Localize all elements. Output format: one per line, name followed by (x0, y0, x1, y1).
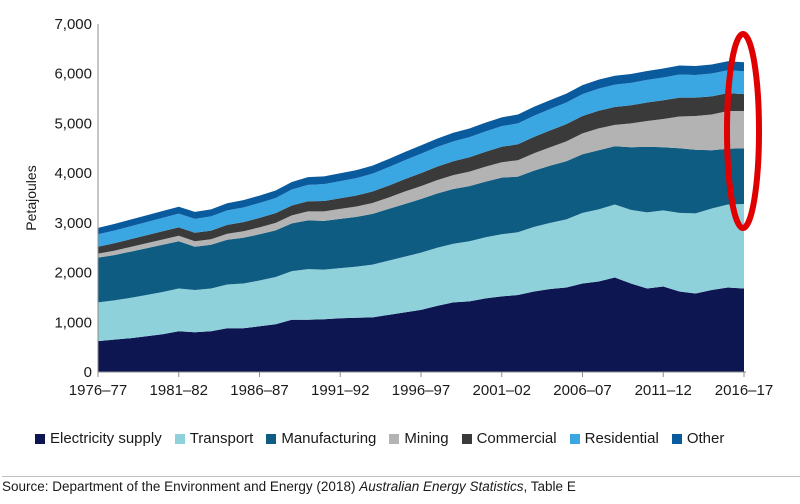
x-tick-label: 2011–12 (635, 382, 692, 399)
chart-legend: Electricity supply Transport Manufacturing… (35, 430, 724, 447)
legend-item-other: Other (671, 430, 725, 447)
legend-item-manufacturing: Manufacturing (266, 430, 376, 447)
legend-label: Other (686, 430, 725, 447)
y-tick-labels: 0 1,000 2,000 3,000 4,000 5,000 6,000 7,000 (54, 16, 92, 381)
source-title: Australian Energy Statistics (359, 479, 524, 494)
area-mining (98, 111, 744, 258)
legend-swatch (389, 433, 400, 444)
legend-item-electricity-supply: Electricity supply (35, 430, 162, 447)
x-tick-label: 1976–77 (69, 382, 127, 399)
legend-item-mining: Mining (389, 430, 449, 447)
legend-item-transport: Transport (174, 430, 254, 447)
y-tick-label: 7,000 (54, 16, 92, 33)
area-electricity-supply (98, 277, 744, 372)
legend-label: Electricity supply (50, 430, 162, 447)
x-tick-label: 1991–92 (311, 382, 369, 399)
stacked-area-chart: 0 1,000 2,000 3,000 4,000 5,000 6,000 7,000 197… (23, 16, 773, 399)
x-tick-label: 1986–87 (230, 382, 288, 399)
y-tick-label: 5,000 (54, 115, 92, 132)
y-tick-label: 1,000 (54, 314, 92, 331)
area-commercial (98, 93, 744, 254)
legend-label: Residential (584, 430, 659, 447)
x-tick-labels: 1976–77 1981–82 1986–87 1991–92 1996–97 2001–… (69, 372, 773, 399)
y-tick-label: 2,000 (54, 265, 92, 282)
source-prefix: Source: Department of the Environment an… (2, 479, 360, 494)
area-transport (98, 203, 744, 342)
highlight-ellipse (724, 31, 762, 231)
legend-item-commercial: Commercial (461, 430, 557, 447)
area-manufacturing (98, 146, 744, 303)
legend-swatch (671, 433, 682, 444)
legend-label: Commercial (476, 430, 557, 447)
area-residential (98, 70, 744, 247)
y-tick-label: 4,000 (54, 165, 92, 182)
legend-swatch (569, 433, 580, 444)
axes-group (97, 24, 746, 373)
legend-item-residential: Residential (569, 430, 659, 447)
x-tick-label: 2016–17 (715, 382, 773, 399)
legend-swatch (461, 433, 472, 444)
area-series-group (98, 61, 744, 372)
legend-swatch (174, 433, 185, 444)
y-axis-label: Petajoules (23, 165, 39, 230)
legend-label: Transport (189, 430, 254, 447)
x-tick-label: 2001–02 (473, 382, 531, 399)
y-tick-label: 0 (84, 364, 92, 381)
legend-swatch (266, 433, 277, 444)
x-tick-label: 2006–07 (553, 382, 611, 399)
legend-swatch (35, 433, 45, 444)
area-other (98, 61, 744, 235)
source-note: Source: Department of the Environment an… (2, 476, 800, 494)
y-tick-label: 6,000 (54, 66, 92, 83)
x-tick-label: 1996–97 (392, 382, 450, 399)
legend-label: Manufacturing (281, 430, 377, 447)
y-tick-label: 3,000 (54, 215, 92, 232)
source-suffix: , Table E (523, 479, 576, 494)
x-tick-label: 1981–82 (150, 382, 208, 399)
legend-label: Mining (404, 430, 449, 447)
